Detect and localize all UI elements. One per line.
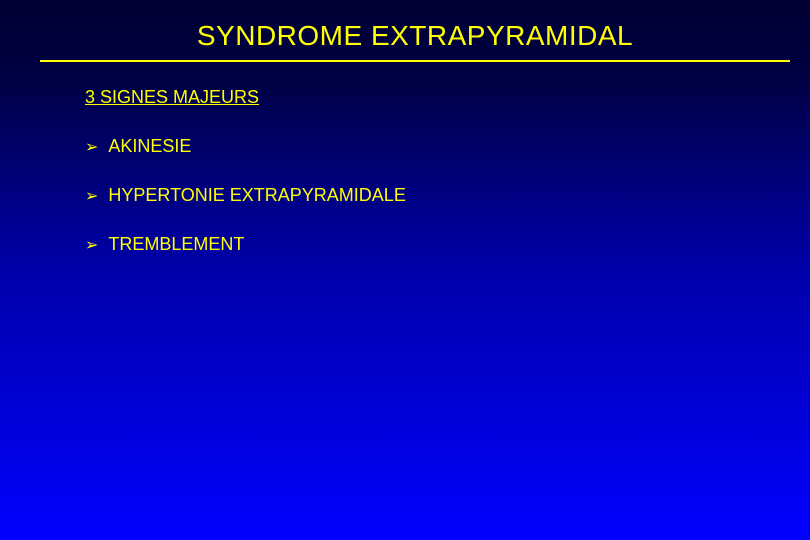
bullet-marker-icon: ➢ [85, 137, 98, 157]
slide-subtitle: 3 SIGNES MAJEURS [85, 87, 810, 108]
slide-container: SYNDROME EXTRAPYRAMIDAL 3 SIGNES MAJEURS… [0, 0, 810, 540]
bullet-text: HYPERTONIE EXTRAPYRAMIDALE [108, 185, 405, 206]
bullet-item: ➢ HYPERTONIE EXTRAPYRAMIDALE [85, 185, 810, 206]
slide-title: SYNDROME EXTRAPYRAMIDAL [40, 20, 790, 60]
bullet-list: ➢ AKINESIE ➢ HYPERTONIE EXTRAPYRAMIDALE … [85, 136, 810, 255]
bullet-marker-icon: ➢ [85, 235, 98, 255]
bullet-marker-icon: ➢ [85, 186, 98, 206]
bullet-item: ➢ AKINESIE [85, 136, 810, 157]
bullet-text: AKINESIE [108, 136, 191, 157]
bullet-item: ➢ TREMBLEMENT [85, 234, 810, 255]
bullet-text: TREMBLEMENT [108, 234, 244, 255]
slide-content: 3 SIGNES MAJEURS ➢ AKINESIE ➢ HYPERTONIE… [0, 62, 810, 255]
